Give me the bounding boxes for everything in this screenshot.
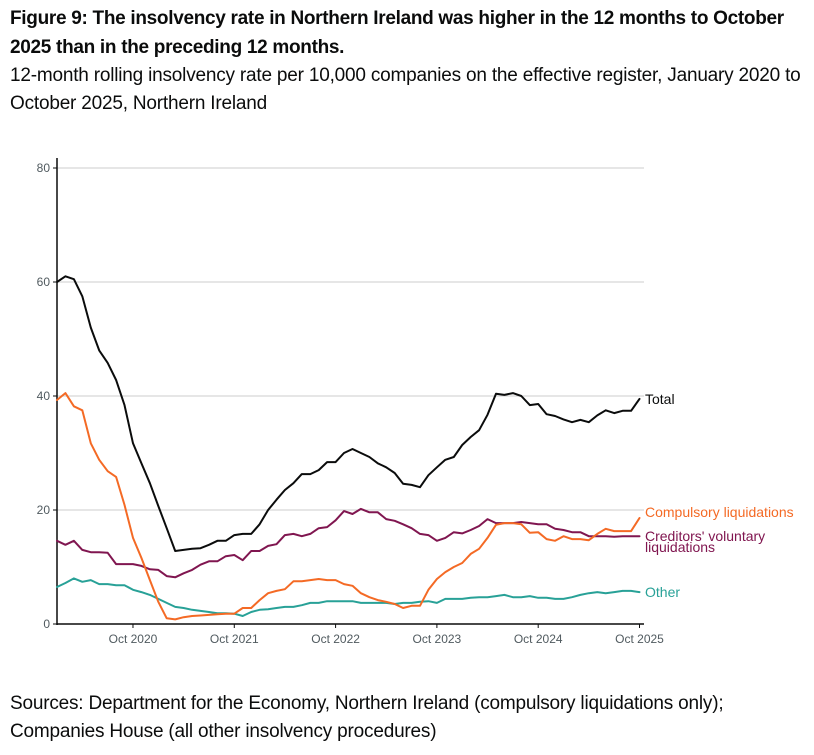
series-label-creditors-voluntary-liquidations: Creditors' voluntary <box>645 528 765 544</box>
series-line-other <box>56 577 641 617</box>
chart-title: Figure 9: The insolvency rate in Norther… <box>10 8 784 58</box>
series-line-compulsory-liquidations <box>56 392 641 621</box>
x-tick-label: Oct 2024 <box>514 632 563 646</box>
series-label-creditors-voluntary-liquidations: liquidations <box>645 539 715 555</box>
series-lines <box>56 275 641 621</box>
chart-subtitle: 12-month rolling insolvency rate per 10,… <box>10 65 801 114</box>
x-tick-label: Oct 2025 <box>615 632 664 646</box>
y-tick-label: 20 <box>37 503 51 517</box>
series-line-creditors-voluntary-liquidations <box>56 507 641 579</box>
series-label-compulsory-liquidations: Compulsory liquidations <box>645 504 794 520</box>
x-tick-label: Oct 2021 <box>210 632 259 646</box>
x-tick-label: Oct 2020 <box>109 632 158 646</box>
series-labels: Total Compulsory liquidations Creditors' v… <box>645 391 794 600</box>
y-tick-label: 0 <box>43 617 50 631</box>
series-line-total <box>56 275 641 552</box>
x-axis: Oct 2020 Oct 2021 Oct 2022 Oct 2023 Oct 2024… <box>57 623 664 646</box>
y-tick-label: 80 <box>37 161 51 175</box>
series-label-total: Total <box>645 391 675 407</box>
x-tick-label: Oct 2022 <box>311 632 360 646</box>
source-note: Sources: Department for the Economy, Nor… <box>10 693 724 742</box>
series-label-other: Other <box>645 584 680 600</box>
gridlines <box>57 167 644 511</box>
x-tick-label: Oct 2023 <box>413 632 462 646</box>
y-axis: 0 20 40 60 80 <box>37 158 58 631</box>
y-tick-label: 40 <box>37 389 51 403</box>
y-tick-label: 60 <box>37 275 51 289</box>
